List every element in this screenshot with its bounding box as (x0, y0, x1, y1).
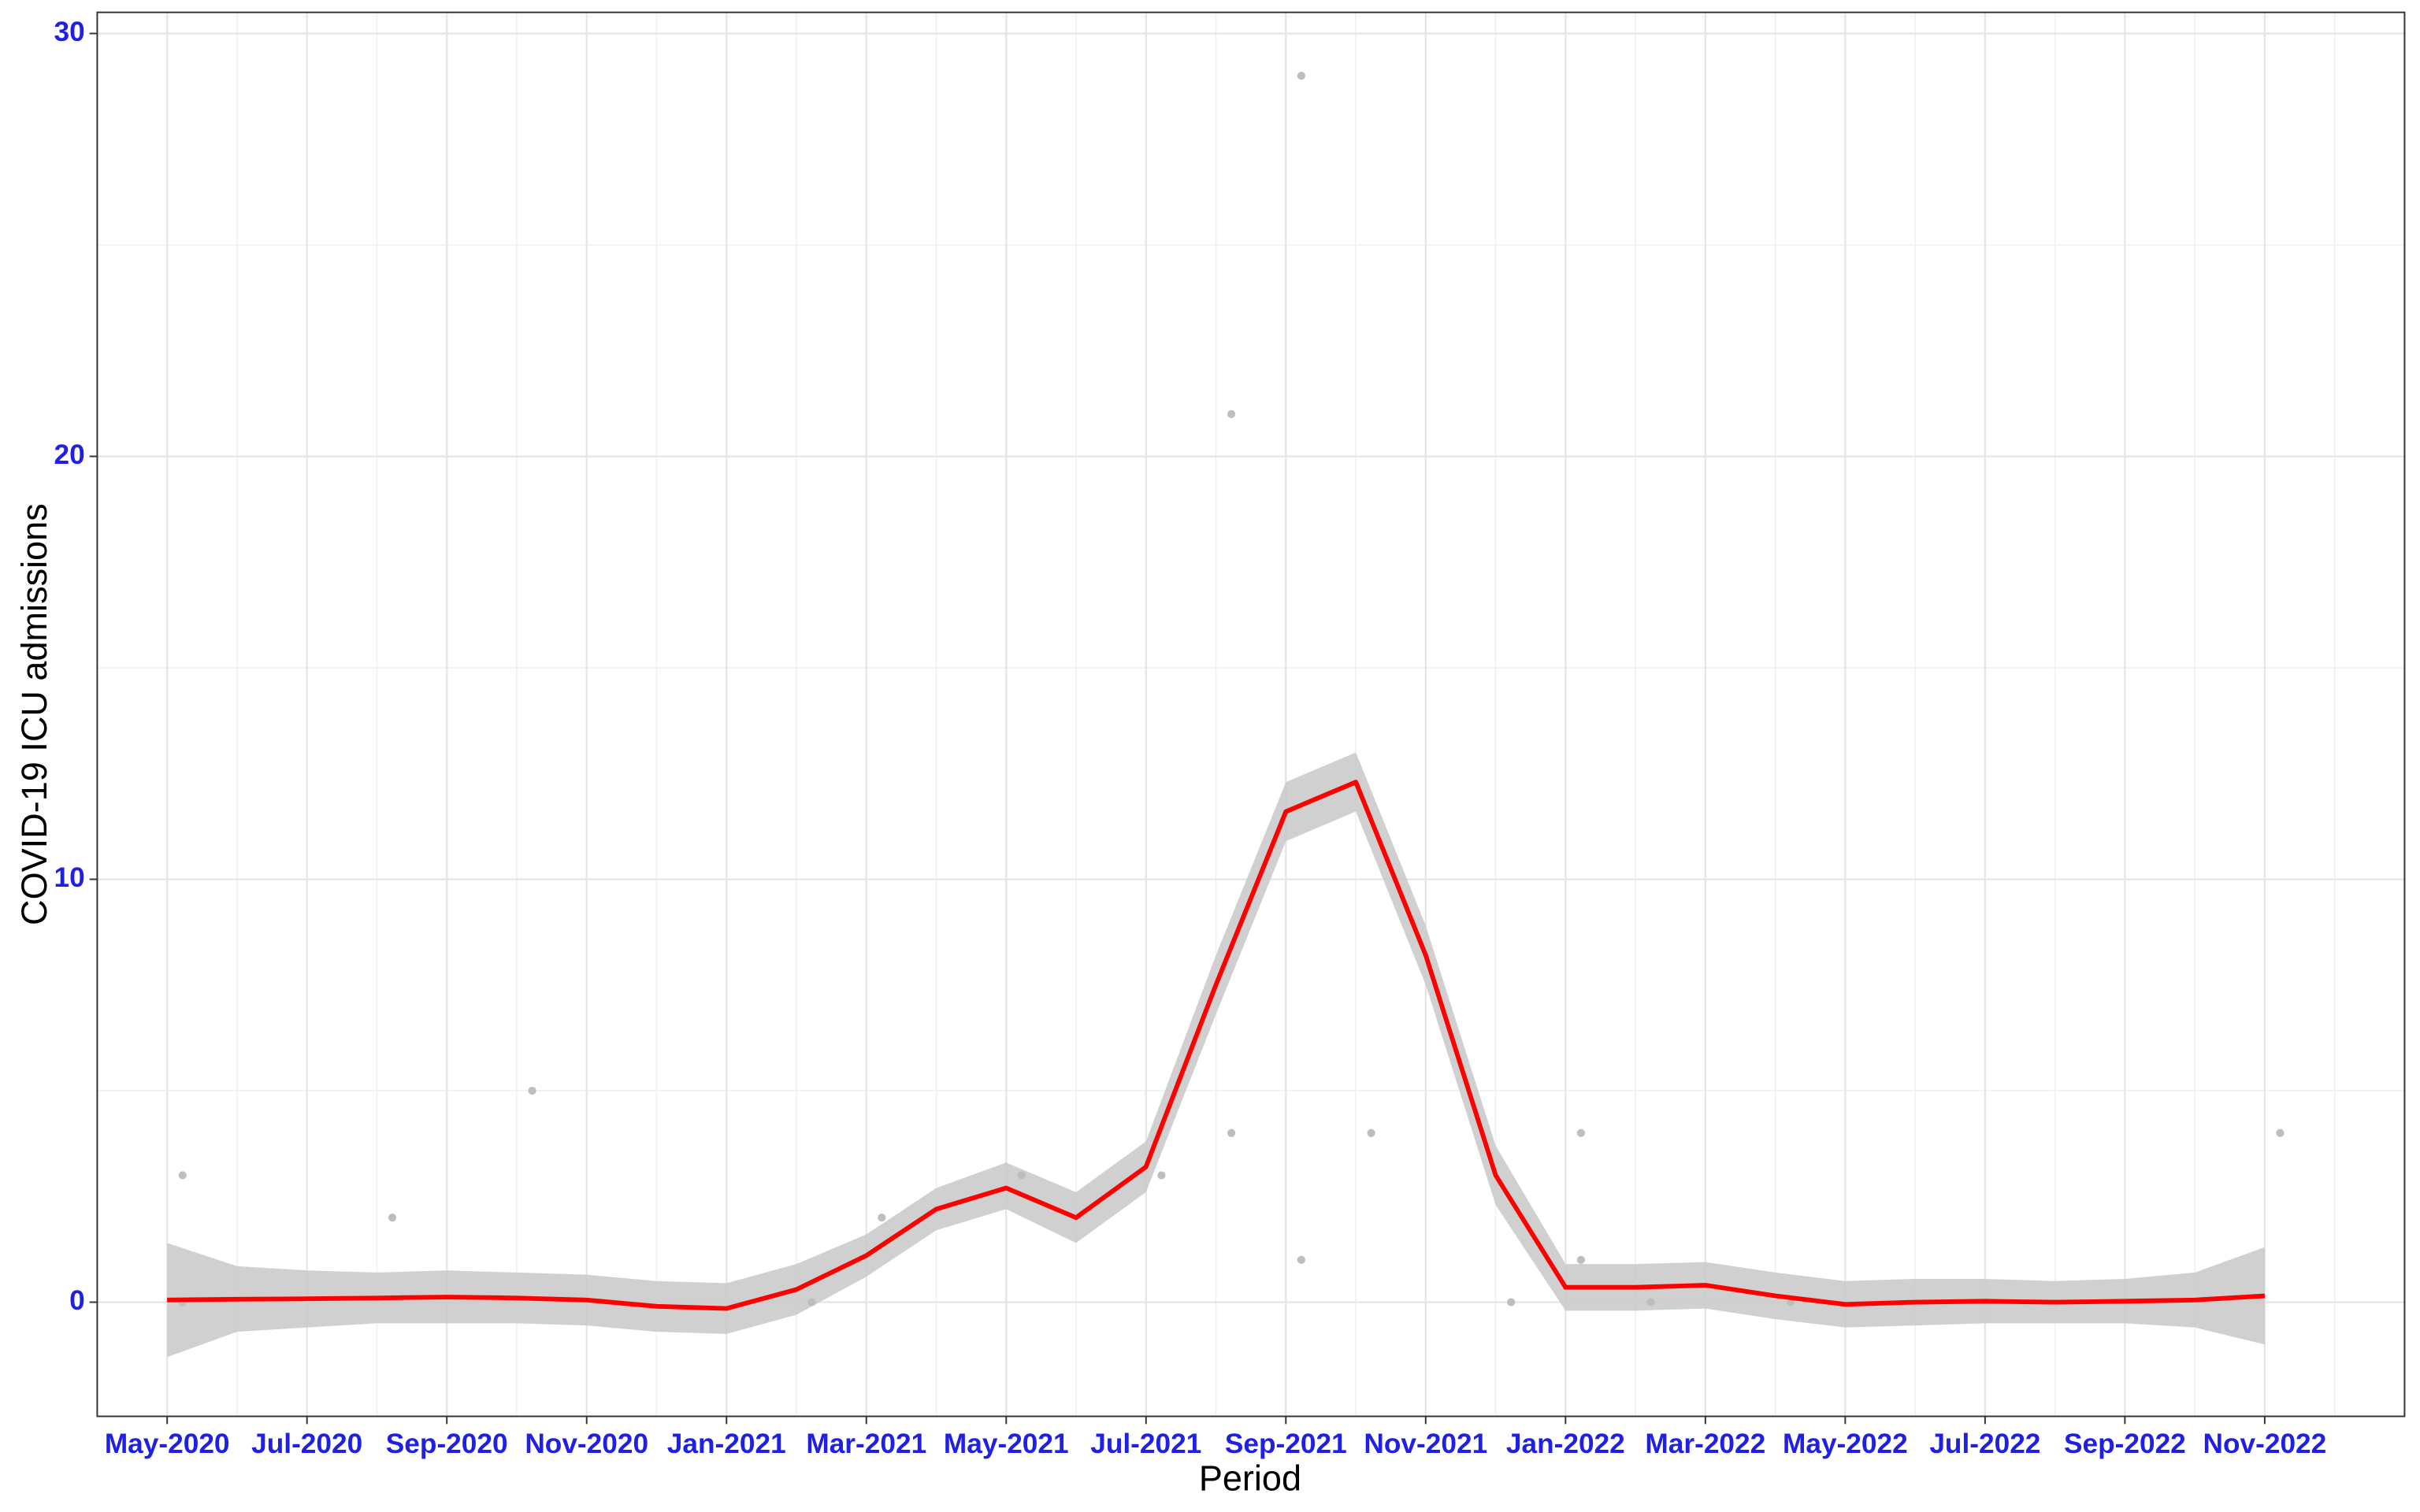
grid (96, 12, 2406, 1417)
x-tick-label: May-2022 (1783, 1429, 1908, 1459)
x-tick-label: Jan-2021 (667, 1429, 786, 1459)
y-tick-label: 30 (54, 17, 85, 47)
axes: 0 10 20 30 May-2020 Jul-2020 Sep-2020 Nov-2020 J… (54, 17, 2327, 1459)
x-axis-title: Period (1199, 1458, 1301, 1499)
x-tick-label: Mar-2021 (806, 1429, 926, 1459)
x-tick-label: Nov-2021 (1364, 1429, 1487, 1459)
y-axis-title: COVID-19 ICU admissions (14, 503, 54, 925)
y-tick-label: 0 (69, 1285, 85, 1316)
data-point (878, 1214, 886, 1222)
x-tick-label: Sep-2021 (1225, 1429, 1347, 1459)
x-tick-label: Jul-2020 (251, 1429, 362, 1459)
data-point (1576, 1255, 1586, 1264)
y-tick-label: 10 (54, 862, 85, 893)
marks (167, 72, 2285, 1358)
data-point (1227, 1128, 1236, 1137)
y-tick-label: 20 (54, 439, 85, 470)
data-point (1157, 1171, 1166, 1180)
x-tick-label: Jul-2022 (1929, 1429, 2040, 1459)
data-point (1017, 1171, 1026, 1180)
x-tick-label: May-2021 (944, 1429, 1069, 1459)
data-point (178, 1171, 187, 1180)
x-tick-label: Nov-2022 (2203, 1429, 2327, 1459)
data-point (1507, 1298, 1516, 1306)
data-point (1227, 410, 1236, 418)
x-tick-label: Jan-2022 (1506, 1429, 1625, 1459)
data-point (807, 1298, 816, 1306)
data-point (528, 1086, 536, 1095)
x-tick-label: Jul-2021 (1090, 1429, 1201, 1459)
x-tick-label: Sep-2020 (386, 1429, 508, 1459)
x-tick-label: Sep-2022 (2064, 1429, 2186, 1459)
data-point (388, 1214, 397, 1222)
data-point (1297, 1255, 1305, 1264)
x-tick-label: Mar-2022 (1645, 1429, 1765, 1459)
data-point (2276, 1128, 2285, 1137)
x-tick-label: Nov-2020 (525, 1429, 648, 1459)
data-point (1297, 72, 1305, 80)
data-point (1367, 1128, 1375, 1137)
data-point (1646, 1298, 1655, 1306)
fit-line (167, 780, 2266, 1311)
panel-border (96, 11, 2406, 1418)
x-tick-label: May-2020 (105, 1429, 230, 1459)
data-point (1576, 1128, 1586, 1137)
